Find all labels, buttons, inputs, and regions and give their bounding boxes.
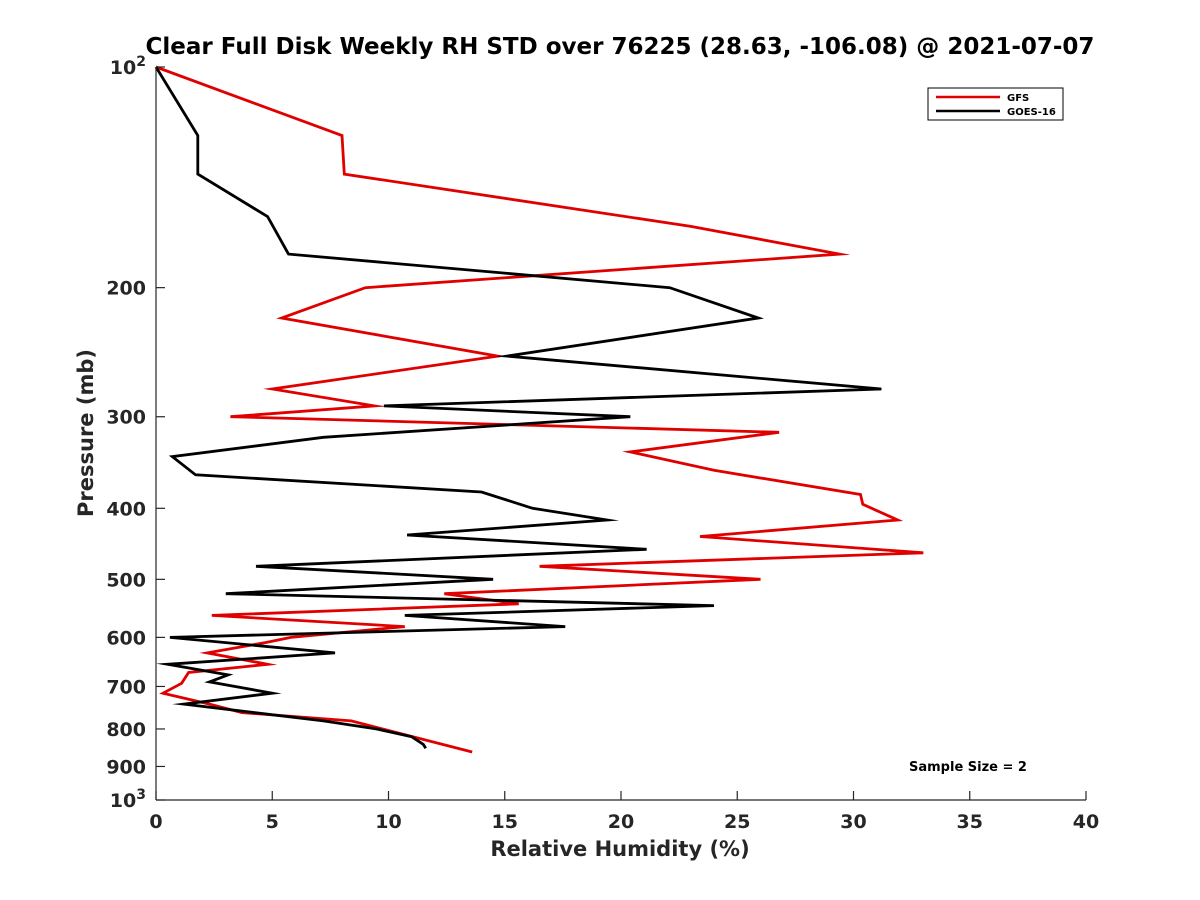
x-tick-label: 40 [1073, 811, 1099, 833]
y-tick-label: 200 [106, 278, 146, 300]
x-tick-label: 5 [266, 811, 279, 833]
y-tick-label: 800 [106, 719, 146, 741]
x-axis: Relative Humidity (%) [490, 837, 749, 861]
y-tick-label: 103 [110, 787, 146, 812]
legend: GFS GOES-16 [927, 87, 1064, 121]
plot-series [154, 65, 924, 754]
legend-label-goes16: GOES-16 [1007, 107, 1056, 118]
y-ticks: 102 200 300 400 500 600 700 800 900 103 [106, 54, 165, 812]
x-tick-label: 0 [149, 811, 162, 833]
x-tick-label: 15 [492, 811, 518, 833]
y-axis: Pressure (mb) [74, 349, 98, 517]
x-tick-label: 10 [375, 811, 401, 833]
x-tick-label: 35 [957, 811, 983, 833]
y-tick-label: 400 [106, 498, 146, 520]
chart-title: Clear Full Disk Weekly RH STD over 76225… [146, 34, 1095, 60]
y-tick-label: 600 [106, 627, 146, 649]
x-tick-label: 30 [840, 811, 866, 833]
series-line-gfs [155, 65, 924, 754]
x-ticks: 0 5 10 15 20 25 30 35 40 [149, 791, 1099, 833]
series-line-goes16 [154, 66, 882, 750]
y-tick-label: 700 [106, 676, 146, 698]
legend-label-gfs: GFS [1007, 93, 1029, 104]
x-axis-label: Relative Humidity (%) [490, 837, 749, 861]
x-tick-label: 25 [724, 811, 750, 833]
y-tick-label: 300 [106, 407, 146, 429]
x-tick-label: 20 [608, 811, 634, 833]
sample-size-annotation: Sample Size = 2 [909, 760, 1027, 775]
y-axis-label: Pressure (mb) [74, 349, 98, 517]
axis-lines [155, 67, 1086, 801]
y-tick-label: 900 [106, 756, 146, 778]
y-tick-label: 102 [110, 54, 146, 79]
legend-box [927, 87, 1064, 121]
y-tick-label: 500 [106, 569, 146, 591]
